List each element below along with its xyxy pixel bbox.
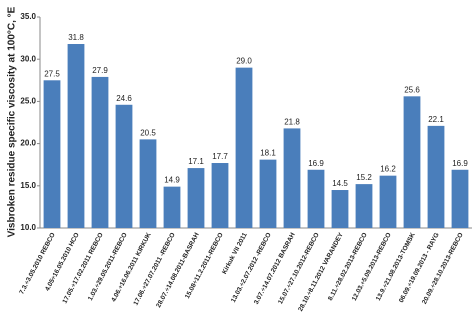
value-label: 14.9 bbox=[164, 176, 180, 185]
value-label: 16.9 bbox=[308, 159, 324, 168]
bar bbox=[163, 186, 181, 228]
value-label: 17.1 bbox=[188, 157, 204, 166]
bar bbox=[307, 169, 325, 228]
y-tick-label: 15.0 bbox=[20, 181, 36, 190]
bar bbox=[43, 80, 61, 228]
y-tick-label: 10.0 bbox=[20, 223, 36, 232]
bar bbox=[451, 169, 469, 228]
value-label: 16.2 bbox=[380, 165, 396, 174]
bar bbox=[259, 159, 277, 228]
value-label: 31.8 bbox=[68, 33, 84, 42]
bar bbox=[379, 175, 397, 228]
bar bbox=[115, 104, 133, 228]
bar bbox=[235, 67, 253, 228]
bar bbox=[91, 76, 109, 228]
x-tick-label: 3.07.÷14.07.2012 BASRAH bbox=[253, 231, 297, 305]
x-tick-label: 17.06.÷27.07.2011 -REBCO bbox=[132, 232, 176, 307]
value-label: 15.2 bbox=[356, 173, 372, 182]
x-tick-label: 28.10.÷8.11.2012 VARANDEY bbox=[297, 231, 345, 313]
x-tick-label: Kirkuk VII 2011 bbox=[221, 231, 249, 275]
value-label: 20.5 bbox=[140, 128, 156, 137]
bar bbox=[403, 96, 421, 228]
bar bbox=[211, 163, 229, 228]
value-label: 27.5 bbox=[44, 69, 60, 78]
value-label: 27.9 bbox=[92, 66, 108, 75]
value-label: 14.5 bbox=[332, 179, 348, 188]
y-tick-label: 30.0 bbox=[20, 54, 36, 63]
value-label: 18.1 bbox=[260, 149, 276, 158]
bar bbox=[355, 184, 373, 228]
y-axis-label: Visbroken residue specific viscosity at … bbox=[7, 6, 18, 237]
bar bbox=[427, 125, 445, 228]
y-tick-label: 35.0 bbox=[20, 12, 36, 21]
value-label: 16.9 bbox=[452, 159, 468, 168]
y-tick-label: 25.0 bbox=[20, 97, 36, 106]
value-label: 17.7 bbox=[212, 152, 228, 161]
y-tick-label: 20.0 bbox=[20, 139, 36, 148]
value-label: 22.1 bbox=[428, 115, 444, 124]
value-label: 29.0 bbox=[236, 57, 252, 66]
bar bbox=[67, 44, 85, 229]
bar bbox=[331, 190, 349, 228]
x-tick-label: 28.07.÷14.08.2011-BASRAH bbox=[155, 231, 201, 309]
bar bbox=[139, 139, 157, 228]
value-label: 21.8 bbox=[284, 117, 300, 126]
bar bbox=[187, 168, 205, 228]
bar bbox=[283, 128, 301, 228]
value-label: 24.6 bbox=[116, 94, 132, 103]
value-label: 25.6 bbox=[404, 85, 420, 94]
